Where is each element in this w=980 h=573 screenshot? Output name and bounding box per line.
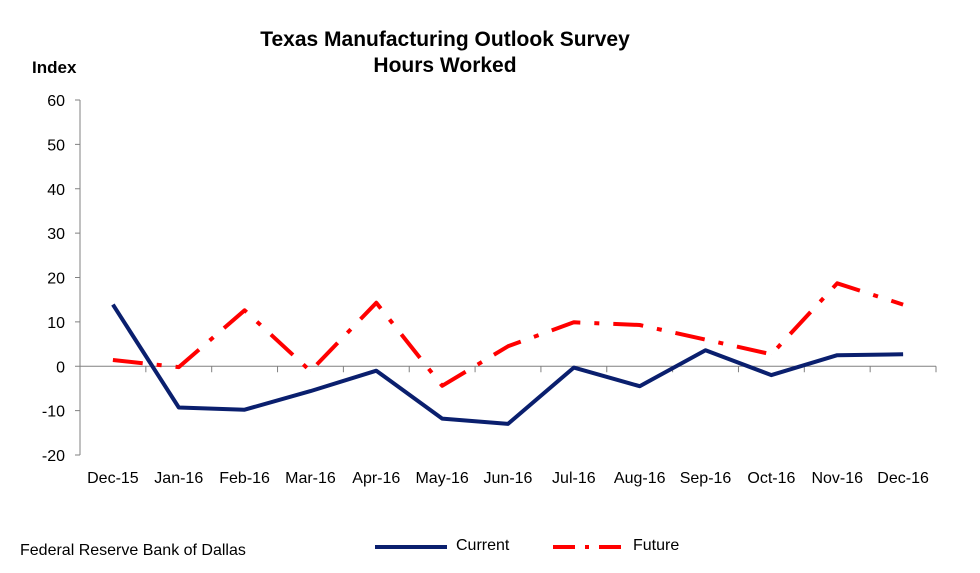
y-tick-label: -10	[42, 404, 65, 421]
y-tick-label: 10	[47, 315, 65, 332]
x-tick-label: Dec-16	[877, 470, 929, 487]
y-tick-label: 40	[47, 182, 65, 199]
y-tick-label: 0	[56, 359, 65, 376]
chart-title-line-1: Texas Manufacturing Outlook Survey	[260, 28, 630, 51]
y-tick-label: 60	[47, 93, 65, 110]
legend-swatch-current	[375, 545, 447, 549]
x-tick-label: Dec-15	[87, 470, 139, 487]
source-note: Federal Reserve Bank of Dallas	[20, 542, 246, 559]
y-tick-label: 30	[47, 226, 65, 243]
x-tick-label: Jul-16	[552, 470, 596, 487]
x-tick-label: Mar-16	[285, 470, 336, 487]
chart-title-line-2: Hours Worked	[373, 54, 517, 77]
y-tick-label: 50	[47, 137, 65, 154]
x-tick-label: Jan-16	[154, 470, 203, 487]
y-axis-label: Index	[32, 58, 77, 77]
legend-label-current: Current	[456, 537, 510, 554]
x-tick-label: Aug-16	[614, 470, 666, 487]
x-tick-label: Nov-16	[811, 470, 863, 487]
y-tick-label: 20	[47, 271, 65, 288]
x-tick-label: May-16	[415, 470, 468, 487]
chart-title: Texas Manufacturing Outlook Survey Hours…	[180, 27, 710, 79]
legend-swatch-future	[553, 545, 625, 549]
y-tick-label: -20	[42, 448, 65, 465]
x-tick-label: Apr-16	[352, 470, 400, 487]
x-tick-label: Oct-16	[747, 470, 795, 487]
x-tick-label: Jun-16	[484, 470, 533, 487]
x-tick-label: Feb-16	[219, 470, 270, 487]
legend-label-future: Future	[633, 537, 680, 554]
x-tick-label: Sep-16	[680, 470, 732, 487]
